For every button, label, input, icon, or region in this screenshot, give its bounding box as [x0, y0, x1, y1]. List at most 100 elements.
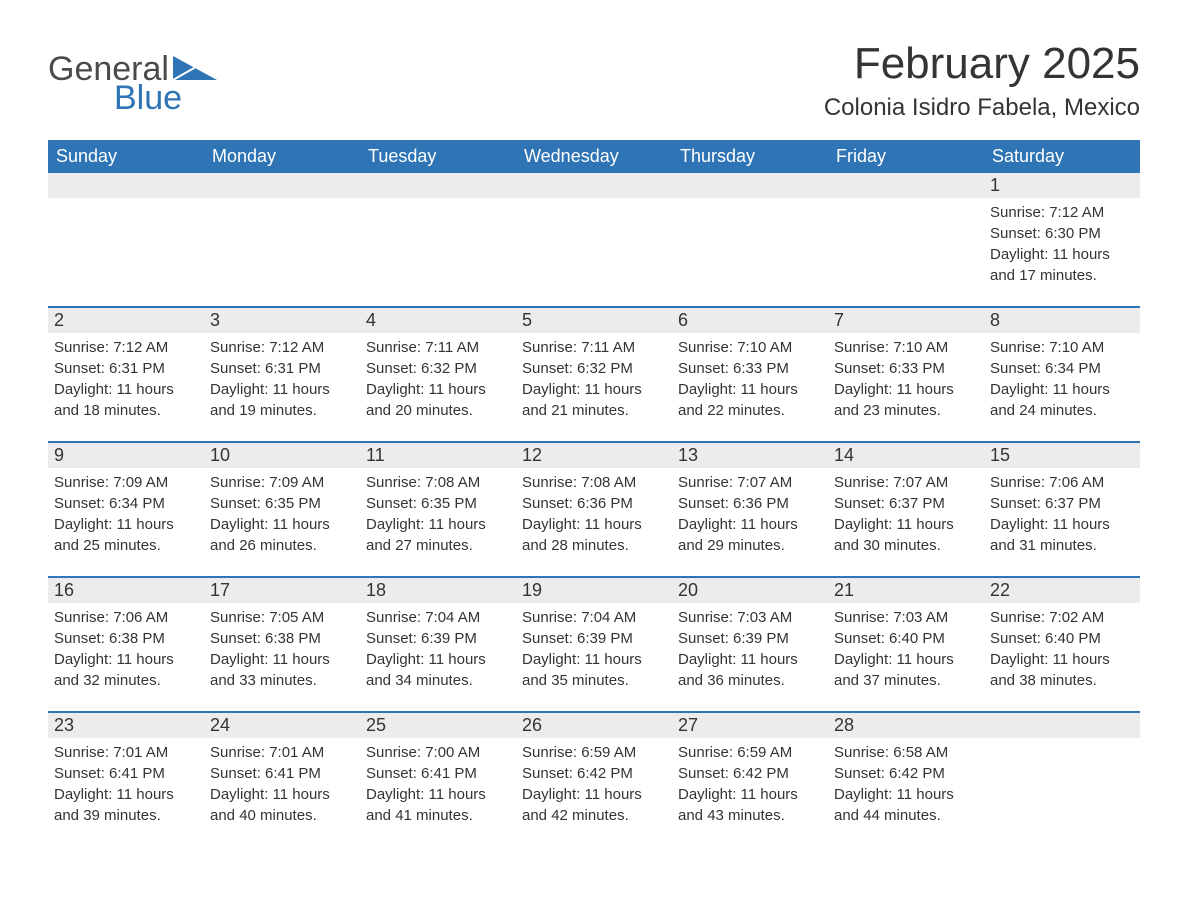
- day-number-cell: 8: [984, 308, 1140, 333]
- day-number-cell: [204, 173, 360, 198]
- daylight-line-2: and 17 minutes.: [990, 265, 1134, 286]
- day-content-row: Sunrise: 7:12 AMSunset: 6:30 PMDaylight:…: [48, 198, 1140, 307]
- daylight-line-1: Daylight: 11 hours: [834, 514, 978, 535]
- day-content-cell: Sunrise: 7:01 AMSunset: 6:41 PMDaylight:…: [204, 738, 360, 846]
- sunset-line: Sunset: 6:30 PM: [990, 223, 1134, 244]
- day-number-cell: 4: [360, 308, 516, 333]
- day-number-cell: 27: [672, 713, 828, 738]
- sunrise-line: Sunrise: 7:02 AM: [990, 607, 1134, 628]
- daylight-line-2: and 26 minutes.: [210, 535, 354, 556]
- day-number-row: 2345678: [48, 308, 1140, 333]
- daylight-line-1: Daylight: 11 hours: [54, 784, 198, 805]
- day-number-cell: 13: [672, 443, 828, 468]
- location-title: Colonia Isidro Fabela, Mexico: [824, 94, 1140, 122]
- daylight-line-1: Daylight: 11 hours: [54, 514, 198, 535]
- day-content-cell: Sunrise: 6:59 AMSunset: 6:42 PMDaylight:…: [672, 738, 828, 846]
- sunrise-line: Sunrise: 7:12 AM: [990, 202, 1134, 223]
- sunrise-line: Sunrise: 7:06 AM: [54, 607, 198, 628]
- calendar-table: Sunday Monday Tuesday Wednesday Thursday…: [48, 140, 1140, 846]
- sunrise-line: Sunrise: 7:12 AM: [54, 337, 198, 358]
- day-content-cell: Sunrise: 7:06 AMSunset: 6:38 PMDaylight:…: [48, 603, 204, 712]
- day-number-cell: 12: [516, 443, 672, 468]
- daylight-line-2: and 25 minutes.: [54, 535, 198, 556]
- daylight-line-1: Daylight: 11 hours: [990, 244, 1134, 265]
- daylight-line-2: and 33 minutes.: [210, 670, 354, 691]
- day-number-cell: 2: [48, 308, 204, 333]
- sunrise-line: Sunrise: 7:09 AM: [54, 472, 198, 493]
- day-content-cell: Sunrise: 7:01 AMSunset: 6:41 PMDaylight:…: [48, 738, 204, 846]
- day-number-cell: [672, 173, 828, 198]
- day-number-cell: 7: [828, 308, 984, 333]
- day-header-tuesday: Tuesday: [360, 140, 516, 173]
- daylight-line-1: Daylight: 11 hours: [54, 379, 198, 400]
- day-number-cell: [516, 173, 672, 198]
- daylight-line-2: and 44 minutes.: [834, 805, 978, 826]
- day-content-cell: Sunrise: 7:12 AMSunset: 6:31 PMDaylight:…: [204, 333, 360, 442]
- daylight-line-2: and 28 minutes.: [522, 535, 666, 556]
- daylight-line-2: and 30 minutes.: [834, 535, 978, 556]
- sunset-line: Sunset: 6:34 PM: [990, 358, 1134, 379]
- day-header-wednesday: Wednesday: [516, 140, 672, 173]
- sunrise-line: Sunrise: 7:11 AM: [366, 337, 510, 358]
- sunrise-line: Sunrise: 7:03 AM: [834, 607, 978, 628]
- sunset-line: Sunset: 6:31 PM: [210, 358, 354, 379]
- day-number-cell: 9: [48, 443, 204, 468]
- day-content-cell: Sunrise: 7:07 AMSunset: 6:37 PMDaylight:…: [828, 468, 984, 577]
- daylight-line-1: Daylight: 11 hours: [522, 784, 666, 805]
- sunrise-line: Sunrise: 7:01 AM: [210, 742, 354, 763]
- day-number-cell: 18: [360, 578, 516, 603]
- daylight-line-2: and 23 minutes.: [834, 400, 978, 421]
- day-number-cell: 23: [48, 713, 204, 738]
- logo: General Blue: [48, 50, 217, 118]
- day-number-cell: 1: [984, 173, 1140, 198]
- sunrise-line: Sunrise: 7:10 AM: [990, 337, 1134, 358]
- day-number-row: 1: [48, 173, 1140, 198]
- daylight-line-2: and 18 minutes.: [54, 400, 198, 421]
- day-number-row: 9101112131415: [48, 443, 1140, 468]
- day-content-cell: Sunrise: 6:59 AMSunset: 6:42 PMDaylight:…: [516, 738, 672, 846]
- sunrise-line: Sunrise: 7:07 AM: [678, 472, 822, 493]
- day-content-cell: Sunrise: 7:10 AMSunset: 6:33 PMDaylight:…: [672, 333, 828, 442]
- daylight-line-1: Daylight: 11 hours: [990, 514, 1134, 535]
- daylight-line-2: and 31 minutes.: [990, 535, 1134, 556]
- sunset-line: Sunset: 6:39 PM: [678, 628, 822, 649]
- day-number-row: 232425262728: [48, 713, 1140, 738]
- day-content-cell: [828, 198, 984, 307]
- sunset-line: Sunset: 6:38 PM: [54, 628, 198, 649]
- daylight-line-2: and 20 minutes.: [366, 400, 510, 421]
- daylight-line-2: and 32 minutes.: [54, 670, 198, 691]
- sunrise-line: Sunrise: 7:08 AM: [522, 472, 666, 493]
- day-number-cell: 6: [672, 308, 828, 333]
- sunset-line: Sunset: 6:40 PM: [834, 628, 978, 649]
- day-content-cell: [204, 198, 360, 307]
- day-number-cell: 26: [516, 713, 672, 738]
- day-content-cell: Sunrise: 6:58 AMSunset: 6:42 PMDaylight:…: [828, 738, 984, 846]
- daylight-line-1: Daylight: 11 hours: [678, 514, 822, 535]
- day-number-row: 16171819202122: [48, 578, 1140, 603]
- daylight-line-2: and 37 minutes.: [834, 670, 978, 691]
- day-number-cell: 10: [204, 443, 360, 468]
- page-header: General Blue February 2025 Colonia Isidr…: [48, 40, 1140, 122]
- daylight-line-2: and 41 minutes.: [366, 805, 510, 826]
- day-content-cell: [672, 198, 828, 307]
- day-content-cell: Sunrise: 7:11 AMSunset: 6:32 PMDaylight:…: [516, 333, 672, 442]
- daylight-line-1: Daylight: 11 hours: [54, 649, 198, 670]
- sunset-line: Sunset: 6:35 PM: [366, 493, 510, 514]
- day-number-cell: 22: [984, 578, 1140, 603]
- sunrise-line: Sunrise: 7:01 AM: [54, 742, 198, 763]
- daylight-line-1: Daylight: 11 hours: [522, 649, 666, 670]
- sunset-line: Sunset: 6:33 PM: [678, 358, 822, 379]
- day-content-cell: Sunrise: 7:03 AMSunset: 6:39 PMDaylight:…: [672, 603, 828, 712]
- sunset-line: Sunset: 6:42 PM: [522, 763, 666, 784]
- logo-word-blue: Blue: [114, 79, 217, 118]
- sunrise-line: Sunrise: 7:05 AM: [210, 607, 354, 628]
- calendar-body: 1Sunrise: 7:12 AMSunset: 6:30 PMDaylight…: [48, 173, 1140, 846]
- daylight-line-1: Daylight: 11 hours: [678, 784, 822, 805]
- day-content-cell: Sunrise: 7:12 AMSunset: 6:30 PMDaylight:…: [984, 198, 1140, 307]
- sunset-line: Sunset: 6:31 PM: [54, 358, 198, 379]
- day-content-cell: [360, 198, 516, 307]
- daylight-line-2: and 35 minutes.: [522, 670, 666, 691]
- day-number-cell: 25: [360, 713, 516, 738]
- day-number-cell: 21: [828, 578, 984, 603]
- sunset-line: Sunset: 6:32 PM: [366, 358, 510, 379]
